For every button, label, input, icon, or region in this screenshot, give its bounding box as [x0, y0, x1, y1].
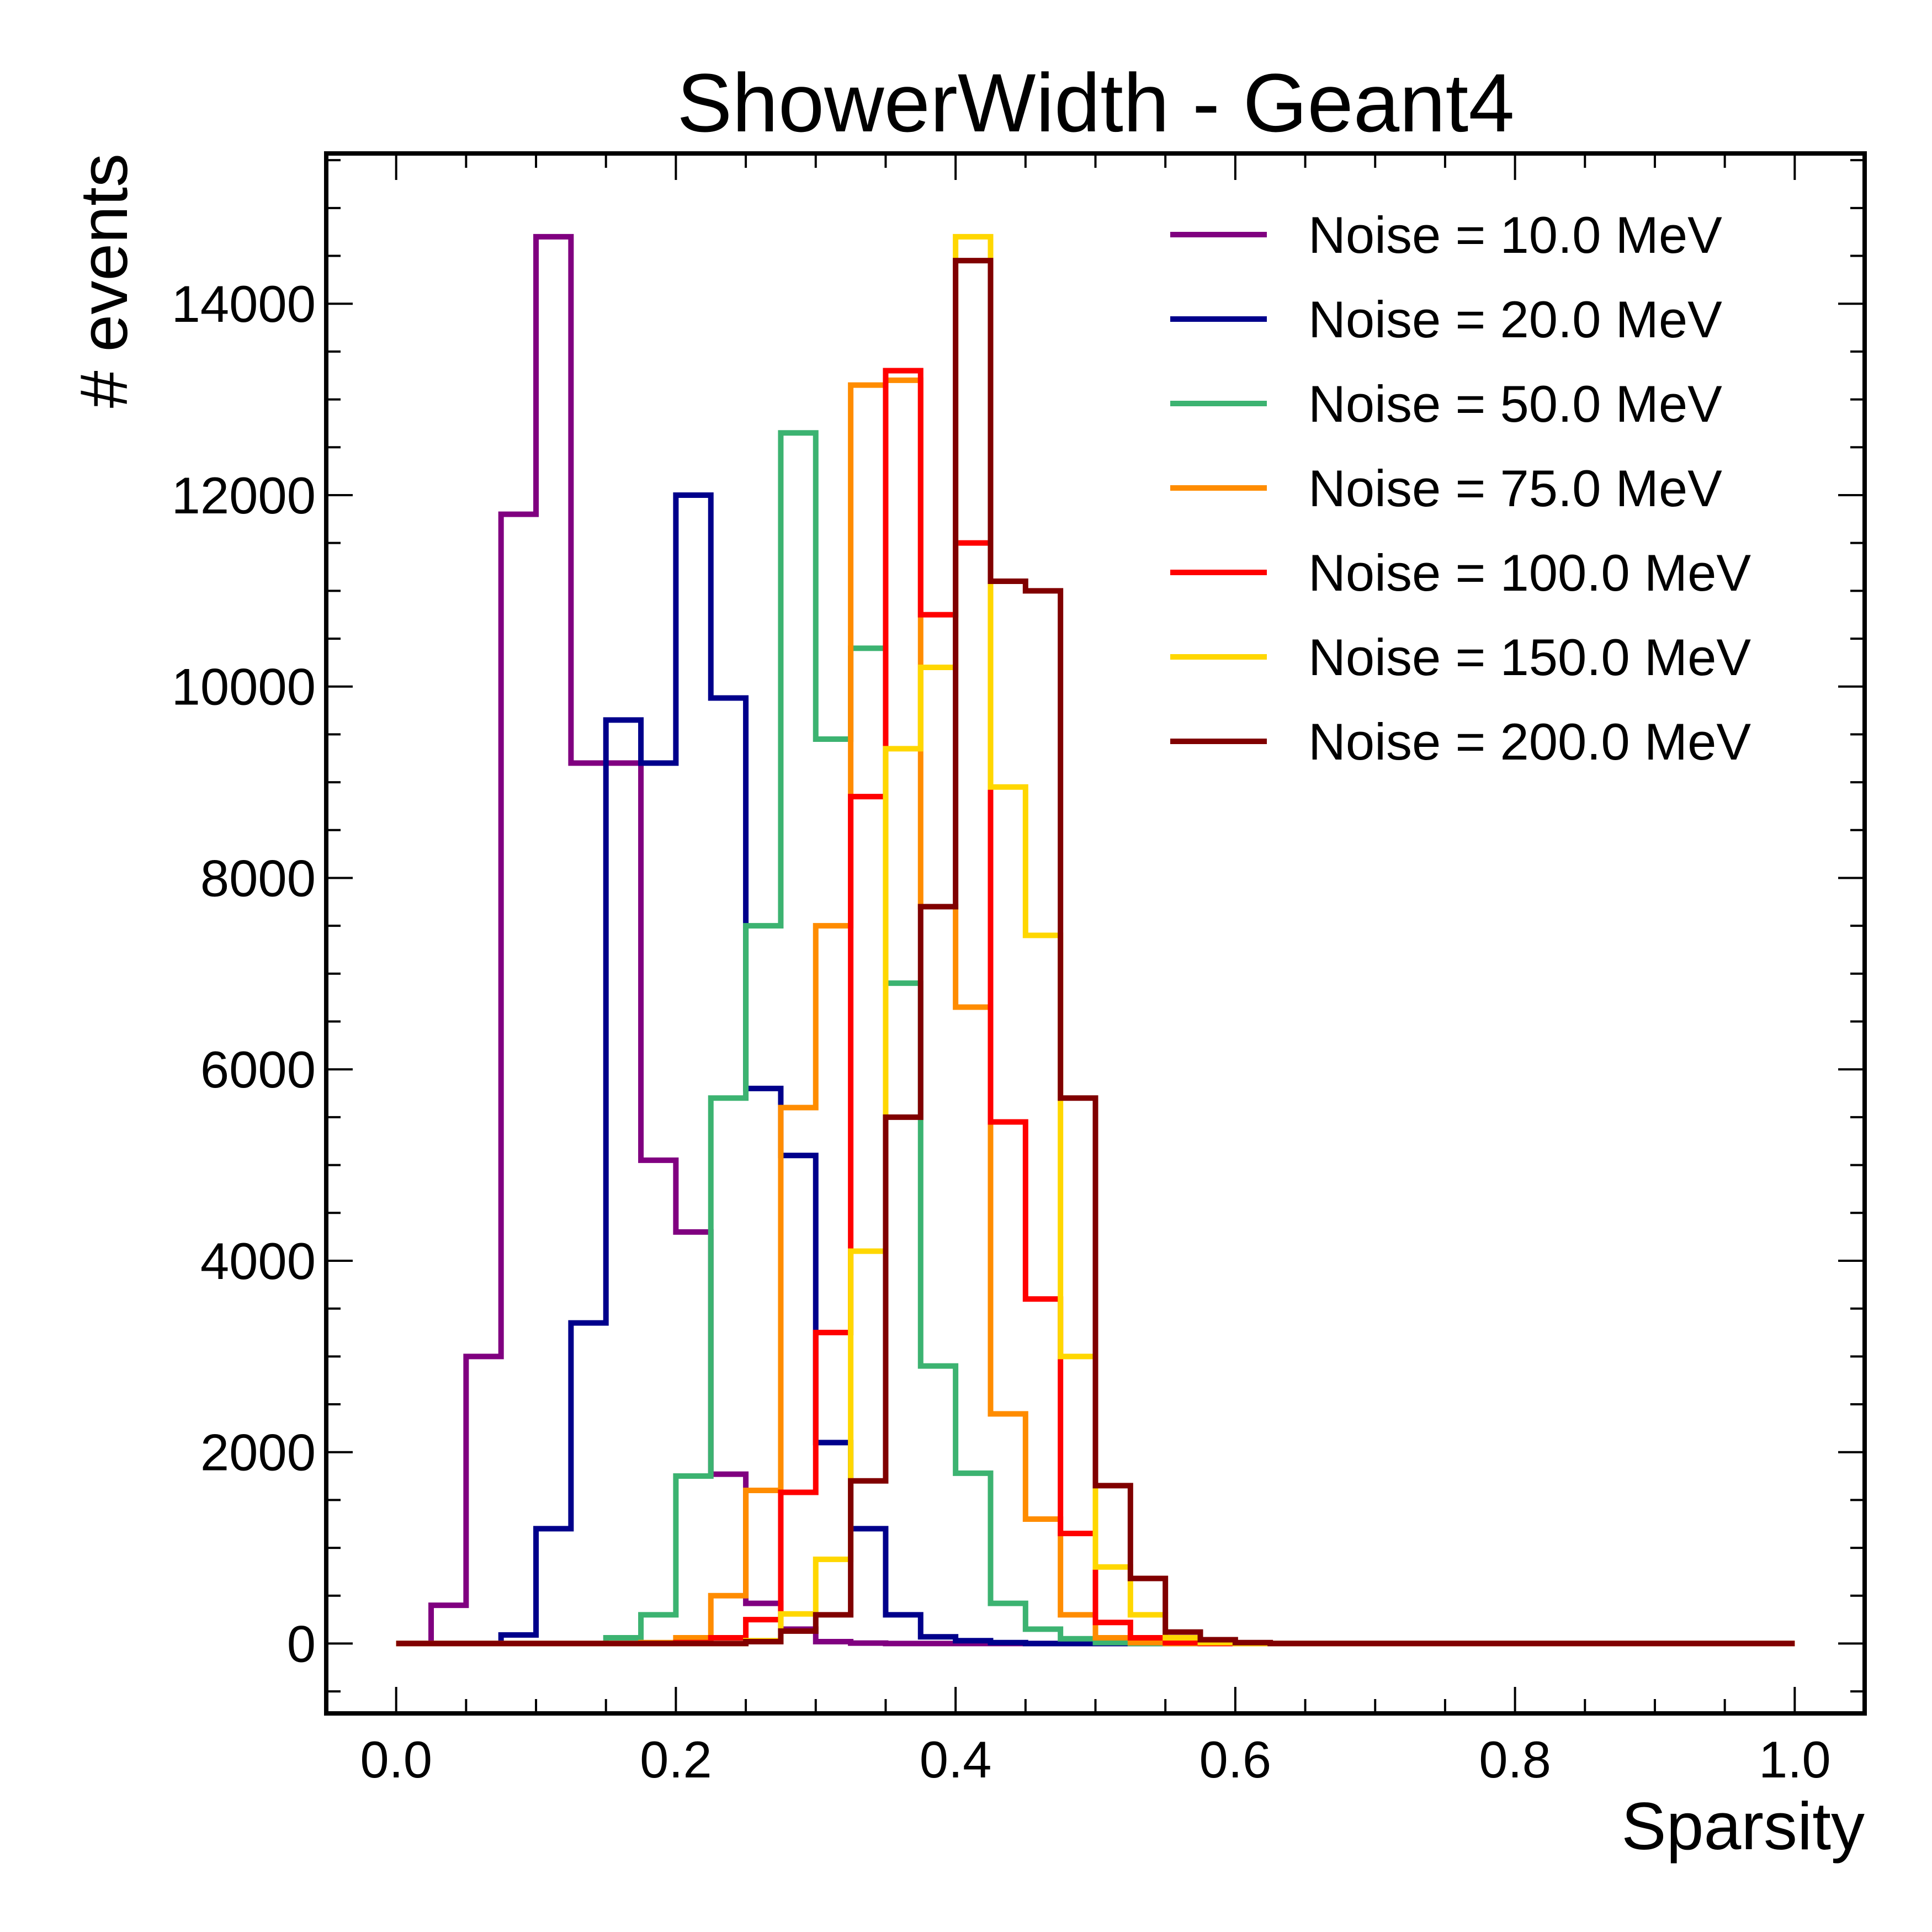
x-axis-label: Sparsity [1621, 1788, 1865, 1864]
histogram-series-7 [396, 258, 1795, 1647]
x-tick-label: 0.0 [360, 1731, 432, 1788]
x-tick-label: 0.6 [1199, 1731, 1272, 1788]
legend-label: Noise = 200.0 MeV [1308, 713, 1751, 771]
y-tick-label: 12000 [172, 466, 316, 524]
legend-label: Noise = 10.0 MeV [1308, 206, 1722, 264]
y-tick-label: 6000 [200, 1041, 316, 1098]
x-tick-label: 0.2 [640, 1731, 712, 1788]
tick-labels: 0.0 0.2 0.4 0.6 0.8 1.0 0 2000 4000 6000 8000 10000… [172, 275, 1831, 1788]
chart-title: ShowerWidth - Geant4 [677, 56, 1514, 149]
x-tick-label: 1.0 [1759, 1731, 1831, 1788]
y-tick-label: 8000 [200, 849, 316, 907]
legend: Noise = 10.0 MeV Noise = 20.0 MeV Noise = … [1170, 206, 1751, 771]
y-tick-label: 10000 [172, 658, 316, 716]
y-tick-label: 4000 [200, 1232, 316, 1290]
y-tick-label: 2000 [200, 1424, 316, 1482]
legend-label: Noise = 20.0 MeV [1308, 290, 1722, 348]
legend-label: Noise = 150.0 MeV [1308, 628, 1751, 686]
y-tick-label: 14000 [172, 275, 316, 333]
y-tick-label: 0 [287, 1615, 316, 1673]
x-tick-label: 0.4 [920, 1731, 992, 1788]
legend-label: Noise = 100.0 MeV [1308, 544, 1751, 602]
legend-label: Noise = 75.0 MeV [1308, 459, 1722, 517]
y-axis-label: # events [66, 153, 141, 408]
x-tick-label: 0.8 [1479, 1731, 1551, 1788]
plot-frame [324, 151, 1867, 1716]
legend-label: Noise = 50.0 MeV [1308, 375, 1722, 433]
axis-ticks [326, 153, 1865, 1713]
plot-area [396, 233, 1795, 1647]
